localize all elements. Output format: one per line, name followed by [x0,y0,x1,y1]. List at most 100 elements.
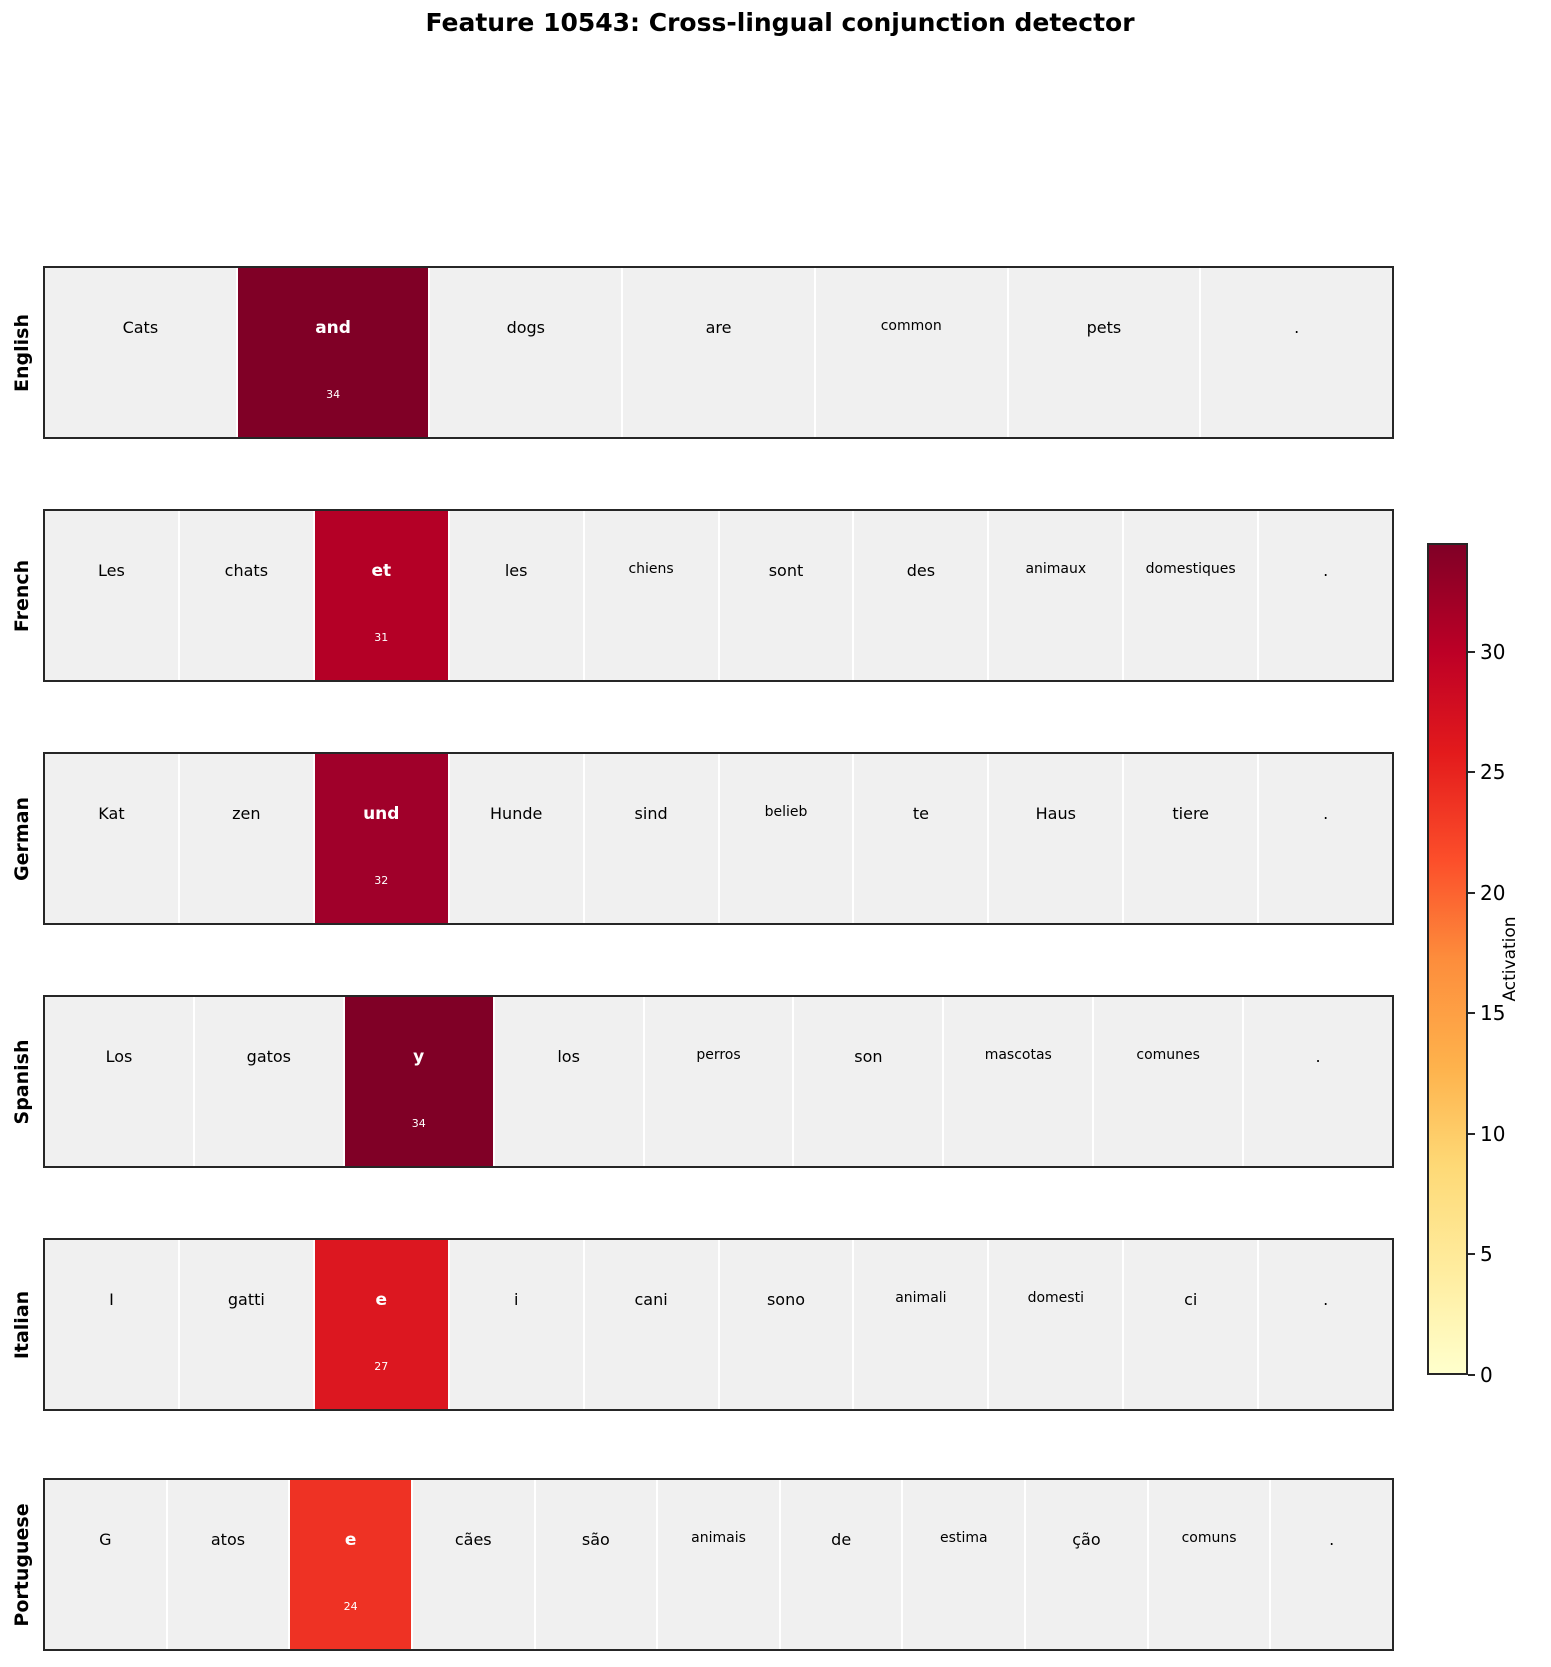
row-label-english: English [0,266,44,439]
token-cell: de [780,1480,904,1649]
token-cell: te [854,754,990,923]
token-text: comunes [1136,1047,1200,1063]
token-cell: perros [644,997,795,1166]
token-cell: G [45,1480,168,1649]
token-cell: . [1259,511,1393,680]
activation-value: 27 [374,1360,389,1373]
token-text: . [1294,318,1300,337]
token-cell: comunes [1094,997,1245,1166]
colorbar-label: Activation [1500,916,1520,1002]
token-cell: . [1244,997,1393,1166]
token-cell: les [449,511,585,680]
token-text: et [371,561,392,581]
token-text: te [912,804,929,823]
token-text: Cats [122,318,159,337]
token-panel-spanish: Los gatos y 34 los perros son mascotas comunes. [43,995,1394,1168]
token-panel-french: Les chats et 31 les chiens sont des animaux domes… [43,509,1394,682]
colorbar-tick [1468,1132,1475,1135]
token-text: de [831,1530,852,1549]
token-cell: belieb [719,754,855,923]
token-panel-german: Kat zen und 32 Hunde sind belieb te Haus tiere. [43,752,1394,925]
colorbar-tick-label: 10 [1480,1121,1506,1146]
token-cell: animali [854,1240,990,1409]
token-cell-activated: y 34 [344,997,495,1166]
language-label: Italian [11,1290,33,1359]
token-text: y [413,1047,425,1067]
token-text: Les [98,561,125,580]
colorbar-tick-label: 20 [1480,880,1506,905]
token-cell-activated: e 24 [290,1480,413,1649]
token-text: cães [454,1530,492,1549]
token-cell: mascotas [944,997,1095,1166]
token-cell: zen [179,754,315,923]
token-cell: chats [179,511,315,680]
token-text: des [906,561,936,580]
colorbar-tick [1468,1374,1475,1376]
token-text: . [1329,1530,1335,1549]
token-text: ção [1072,1530,1101,1549]
token-text: . [1323,1290,1329,1309]
colorbar-tick [1468,891,1475,894]
token-cell: são [535,1480,659,1649]
token-text: sono [766,1290,806,1309]
token-text: pets [1086,318,1122,337]
token-text: perros [696,1047,741,1063]
token-cell: . [1259,1240,1393,1409]
row-label-italian: Italian [0,1238,44,1411]
token-cell: los [494,997,645,1166]
token-text: animaux [1025,561,1087,577]
colorbar [1427,543,1468,1375]
colorbar-tick-label: 0 [1480,1363,1493,1387]
token-cell: Kat [45,754,180,923]
token-cell: cani [584,1240,720,1409]
token-text: sind [634,804,668,823]
token-text: animali [895,1290,947,1306]
token-cell: ção [1026,1480,1149,1649]
token-cell: animaux [989,511,1125,680]
token-cell-activated: et 31 [314,511,450,680]
language-label: French [11,559,33,632]
token-cell: ci [1124,1240,1260,1409]
token-cell: Los [45,997,195,1166]
token-cell: domesti [989,1240,1125,1409]
token-cell: are [623,268,816,437]
token-text: estima [940,1530,988,1546]
token-cell: common [815,268,1009,437]
token-cell: sono [719,1240,855,1409]
colorbar-tick [1468,1012,1475,1015]
token-text: cani [634,1290,668,1309]
token-text: e [344,1530,357,1550]
colorbar-tick [1468,771,1475,774]
token-text: common [880,318,942,334]
token-cell-activated: und 32 [314,754,450,923]
token-cell-activated: e 27 [314,1240,450,1409]
token-text: tiere [1172,804,1210,823]
token-cell: cães [412,1480,536,1649]
row-label-german: German [0,752,44,925]
token-cell: sont [719,511,855,680]
token-text: chiens [628,561,674,577]
token-text: les [504,561,528,580]
token-cell: son [794,997,945,1166]
token-cell: dogs [430,268,624,437]
token-cell: chiens [584,511,720,680]
token-cell: Hunde [449,754,585,923]
token-text: gatos [246,1047,292,1066]
token-text: Kat [98,804,125,823]
token-text: Hunde [490,804,543,823]
colorbar-tick [1468,650,1475,653]
language-label: German [11,796,33,881]
row-label-spanish: Spanish [0,995,44,1168]
token-cell: gatos [194,997,345,1166]
token-cell: atos [167,1480,291,1649]
token-cell: animais [658,1480,781,1649]
token-cell: Haus [989,754,1125,923]
token-text: zen [232,804,261,823]
token-cell: I [45,1240,180,1409]
token-text: atos [210,1530,246,1549]
token-text: . [1323,561,1329,580]
token-text: domesti [1027,1290,1084,1306]
token-text: I [109,1290,114,1309]
